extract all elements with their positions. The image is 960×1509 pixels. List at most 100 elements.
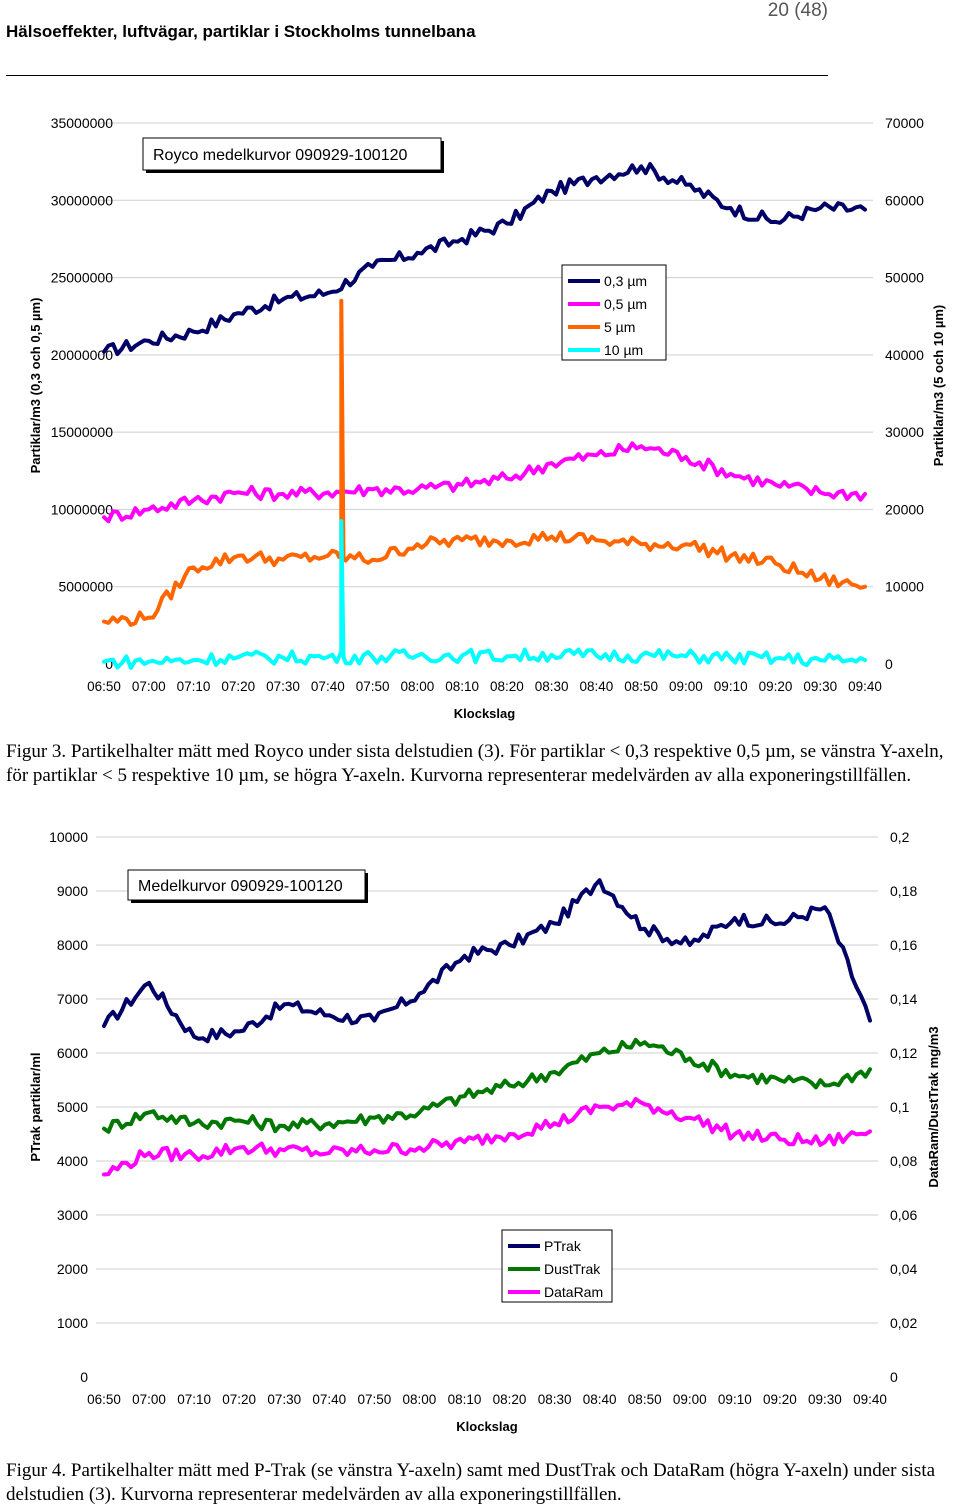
legend-label: 5 µm: [604, 319, 635, 335]
y-tick-right: 60000: [885, 192, 924, 208]
x-tick: 08:40: [583, 1392, 617, 1407]
x-tick: 07:20: [221, 679, 255, 694]
series-line-dusttrak: [102, 1037, 872, 1134]
y-tick-right: 30000: [885, 424, 924, 440]
y-axis-label-right: Partiklar/m3 (5 och 10 µm): [931, 305, 946, 466]
ptrak-chart: 0 0 1000 0,02 2000 0,04 3000 0,06 4000 0,08 5000 0,…: [28, 829, 941, 1434]
x-tick: 09:40: [848, 679, 882, 694]
y-tick-right: 10000: [885, 579, 924, 595]
series-line-5-m: [102, 298, 867, 627]
y-tick-right: 50000: [885, 270, 924, 286]
x-tick: 08:20: [490, 679, 524, 694]
y-tick-left: 3000: [57, 1207, 88, 1223]
x-tick: 07:20: [222, 1392, 256, 1407]
title-box: [142, 137, 442, 171]
y-tick-left: 5000000: [58, 579, 113, 595]
y-axis-label-right: DataRam/DustTrak mg/m3: [926, 1026, 941, 1187]
x-tick: 07:00: [132, 679, 166, 694]
x-tick: 09:10: [718, 1392, 752, 1407]
series-line-0-5-m: [102, 441, 867, 524]
y-tick-left: 8000: [57, 937, 88, 953]
y-tick-right: 0,14: [890, 991, 917, 1007]
legend-label: 10 µm: [604, 342, 643, 358]
y-tick-left: 10000000: [51, 501, 114, 517]
y-tick-left: 1000: [57, 1315, 88, 1331]
y-tick-left: 7000: [57, 991, 88, 1007]
x-tick: 08:10: [448, 1392, 482, 1407]
x-tick: 09:20: [763, 1392, 797, 1407]
x-axis-label: Klockslag: [456, 1419, 517, 1434]
series-line-ptrak: [102, 878, 872, 1044]
royco-chart: 0 0 5000000 10000 10000000 20000 15000000 30000…: [28, 115, 946, 721]
legend-label: 0,5 µm: [604, 296, 647, 312]
x-tick: 09:30: [803, 679, 837, 694]
x-tick: 08:50: [624, 679, 658, 694]
x-tick: 07:10: [177, 1392, 211, 1407]
y-tick-left: 0: [80, 1369, 88, 1385]
x-tick: 08:00: [403, 1392, 437, 1407]
y-tick-right: 0,1: [890, 1099, 910, 1115]
y-tick-right: 0,04: [890, 1261, 917, 1277]
page-header-title: Hälsoeffekter, luftvägar, partiklar i St…: [6, 22, 476, 41]
x-tick: 09:00: [669, 679, 703, 694]
x-tick: 07:10: [177, 679, 211, 694]
x-axis-label: Klockslag: [454, 706, 515, 721]
legend-label: 0,3 µm: [604, 273, 647, 289]
x-tick: 06:50: [87, 679, 121, 694]
x-tick: 09:30: [808, 1392, 842, 1407]
y-tick-right: 20000: [885, 501, 924, 517]
x-tick: 07:30: [266, 679, 300, 694]
y-tick-right: 0,08: [890, 1153, 917, 1169]
title-box: [127, 869, 366, 901]
y-tick-left: 9000: [57, 883, 88, 899]
x-tick: 07:40: [311, 679, 345, 694]
x-tick: 06:50: [87, 1392, 121, 1407]
x-tick: 08:00: [400, 679, 434, 694]
y-tick-right: 0,02: [890, 1315, 917, 1331]
x-tick: 07:30: [267, 1392, 301, 1407]
figure-4-caption: Figur 4. Partikelhalter mätt med P-Trak …: [6, 1460, 936, 1505]
series-line-10-m: [102, 519, 867, 670]
x-tick: 07:00: [132, 1392, 166, 1407]
y-tick-right: 0,12: [890, 1045, 917, 1061]
y-tick-left: 5000: [57, 1099, 88, 1115]
x-tick: 09:40: [853, 1392, 887, 1407]
y-tick-right: 0,18: [890, 883, 917, 899]
y-tick-right: 0,2: [890, 829, 910, 845]
y-tick-left: 20000000: [51, 347, 114, 363]
x-tick: 08:50: [628, 1392, 662, 1407]
x-tick: 07:40: [312, 1392, 346, 1407]
page-number: 20 (48): [767, 0, 828, 21]
x-tick: 08:30: [535, 679, 569, 694]
y-tick-right: 0: [885, 656, 893, 672]
legend-label: DataRam: [544, 1284, 603, 1300]
x-tick: 09:00: [673, 1392, 707, 1407]
y-tick-left: 30000000: [51, 192, 114, 208]
x-tick: 09:10: [714, 679, 748, 694]
y-tick-left: 6000: [57, 1045, 88, 1061]
y-axis-label-left: PTrak partiklar/ml: [28, 1052, 43, 1161]
y-tick-left: 2000: [57, 1261, 88, 1277]
chart-title: Medelkurvor 090929-100120: [138, 878, 343, 895]
y-tick-right: 0: [890, 1369, 898, 1385]
y-tick-left: 25000000: [51, 270, 114, 286]
y-tick-left: 0: [105, 656, 113, 672]
y-tick-left: 10000: [49, 829, 88, 845]
y-tick-right: 70000: [885, 115, 924, 131]
x-tick: 09:20: [759, 679, 793, 694]
x-tick: 08:10: [445, 679, 479, 694]
x-tick: 07:50: [357, 1392, 391, 1407]
chart-title: Royco medelkurvor 090929-100120: [153, 147, 407, 164]
y-tick-left: 15000000: [51, 424, 114, 440]
series-line-0-3-m: [102, 162, 867, 357]
figure-3-caption: Figur 3. Partikelhalter mätt med Royco u…: [6, 741, 944, 786]
x-tick: 08:40: [580, 679, 614, 694]
series-line-dataram: [102, 1097, 872, 1177]
legend-label: DustTrak: [544, 1261, 601, 1277]
x-tick: 08:30: [538, 1392, 572, 1407]
y-axis-label-left: Partiklar/m3 (0,3 och 0,5 µm): [28, 298, 43, 474]
y-tick-right: 0,06: [890, 1207, 917, 1223]
legend-label: PTrak: [544, 1238, 582, 1254]
y-tick-left: 4000: [57, 1153, 88, 1169]
header-divider: [6, 75, 828, 76]
